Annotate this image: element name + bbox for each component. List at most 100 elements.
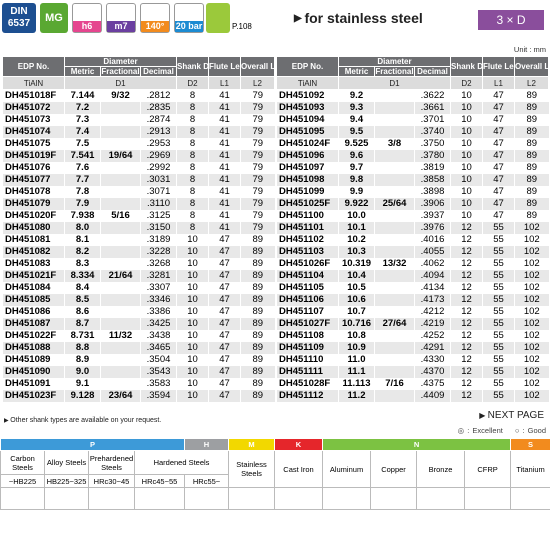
cell: .4291 <box>414 342 451 354</box>
cell: .4173 <box>414 294 451 306</box>
cell: 47 <box>482 138 515 150</box>
cell: 12 <box>450 258 483 270</box>
cell: 13/32 <box>374 258 415 270</box>
row: DH451026F 10.319 13/32.4062 12 55 102 <box>276 258 549 270</box>
cell: 9.525 <box>338 138 375 150</box>
cell <box>100 234 141 246</box>
symbol: D2 <box>176 76 209 90</box>
header-row: TiAlN D1 D2 L1 L2 <box>276 76 549 90</box>
mg-badge: MG <box>40 3 68 33</box>
cell: 9.8 <box>338 174 375 186</box>
cell <box>100 114 141 126</box>
cell <box>374 102 415 114</box>
cell: 7.8 <box>64 186 101 198</box>
cell: 10.5 <box>338 282 375 294</box>
cell: 41 <box>208 186 241 198</box>
legend-good: ○ : Good <box>514 426 546 435</box>
cell: DH451024F <box>276 138 339 150</box>
cell: .4062 <box>414 258 451 270</box>
cell: 12 <box>450 366 483 378</box>
cell: 89 <box>240 246 275 258</box>
row: DH451073 7.3 .2874 8 41 79 <box>2 114 275 126</box>
cell: 41 <box>208 150 241 162</box>
cell: 12 <box>450 270 483 282</box>
cell: 89 <box>514 198 549 210</box>
row: DH451076 7.6 .2992 8 41 79 <box>2 162 275 174</box>
cell: 10.3 <box>338 246 375 258</box>
cell: 10.1 <box>338 222 375 234</box>
cell: 8 <box>176 198 209 210</box>
cell <box>374 234 415 246</box>
cell: 89 <box>240 390 275 402</box>
cell: 8.8 <box>64 342 101 354</box>
symbol: D1 <box>338 76 451 90</box>
cell: 55 <box>482 378 515 390</box>
cell: 41 <box>208 174 241 186</box>
material: Prehardened Steels <box>88 450 135 475</box>
cell <box>374 330 415 342</box>
cell: 12 <box>450 282 483 294</box>
cell: 89 <box>240 306 275 318</box>
cell: .3543 <box>140 366 177 378</box>
col-head: Decimal <box>140 66 177 77</box>
cell: 89 <box>240 330 275 342</box>
material: Hardened Steels <box>133 450 230 475</box>
cell: 23/64 <box>100 390 141 402</box>
cell: 47 <box>482 174 515 186</box>
cell: 12 <box>450 234 483 246</box>
material: Titanium <box>510 450 550 488</box>
cell: 47 <box>482 126 515 138</box>
cell <box>100 222 141 234</box>
cell: 8.7 <box>64 318 101 330</box>
cell: DH451092 <box>276 89 339 102</box>
row: DH451112 11.2 .4409 12 55 102 <box>276 390 549 402</box>
group: S <box>510 438 550 451</box>
cell: 7.2 <box>64 102 101 114</box>
cell <box>100 138 141 150</box>
cell: 12 <box>450 222 483 234</box>
pressure-icon: 20 bar <box>174 3 204 33</box>
cell: 47 <box>208 282 241 294</box>
row: DH451105 10.5 .4134 12 55 102 <box>276 282 549 294</box>
cell: 47 <box>208 234 241 246</box>
cell: DH451104 <box>276 270 339 282</box>
cell <box>100 354 141 366</box>
cell: 79 <box>240 102 275 114</box>
cell: 89 <box>514 186 549 198</box>
cell: DH451077 <box>2 174 65 186</box>
cell: 79 <box>240 186 275 198</box>
cell <box>100 162 141 174</box>
group: N <box>322 438 512 451</box>
cell: DH451099 <box>276 186 339 198</box>
cell <box>374 89 415 102</box>
cell: 7.938 <box>64 210 101 222</box>
rating-row <box>0 487 550 510</box>
row: DH451109 10.9 .4291 12 55 102 <box>276 342 549 354</box>
row: DH451104 10.4 .4094 12 55 102 <box>276 270 549 282</box>
cell: 12 <box>450 390 483 402</box>
cell: DH451087 <box>2 318 65 330</box>
cell: 10 <box>176 342 209 354</box>
row: DH451087 8.7 .3425 10 47 89 <box>2 318 275 330</box>
cell: 8.731 <box>64 330 101 342</box>
row: DH451107 10.7 .4212 12 55 102 <box>276 306 549 318</box>
cell: .3110 <box>140 198 177 210</box>
symbol: D1 <box>64 76 177 90</box>
cell: 89 <box>240 354 275 366</box>
symbol: L2 <box>514 76 549 90</box>
cell: 10.7 <box>338 306 375 318</box>
cell: 79 <box>240 174 275 186</box>
cell: 47 <box>208 342 241 354</box>
cell: DH451084 <box>2 282 65 294</box>
material: Stainless Steels <box>228 450 276 488</box>
cell: 8.6 <box>64 306 101 318</box>
cell: DH451082 <box>2 246 65 258</box>
cell: 79 <box>240 162 275 174</box>
cell: 10 <box>450 198 483 210</box>
cell: 9.5 <box>338 126 375 138</box>
cell: 47 <box>208 306 241 318</box>
cell: .2835 <box>140 102 177 114</box>
cell: 10 <box>176 318 209 330</box>
row: DH451102 10.2 .4016 12 55 102 <box>276 234 549 246</box>
row: DH451022F 8.731 11/32.3438 10 47 89 <box>2 330 275 342</box>
